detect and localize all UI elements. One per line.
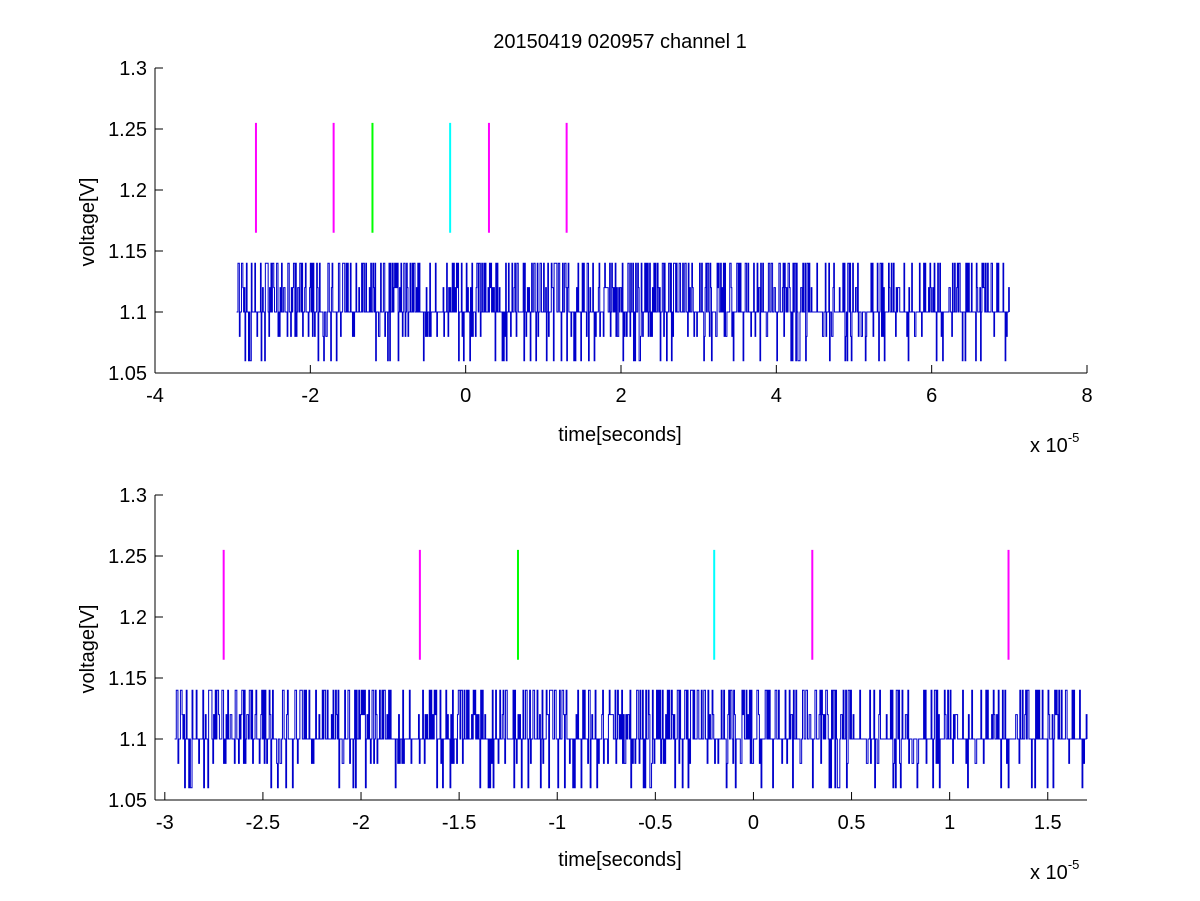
bottom-x-tick-label: -3 xyxy=(156,812,174,834)
bottom-x-multiplier-base: x 10 xyxy=(1030,862,1068,884)
top-x-tick-label: 8 xyxy=(1081,385,1092,407)
top-x-multiplier-exponent: -5 xyxy=(1068,430,1080,445)
bottom-y-axis-title: voltage[V] xyxy=(77,605,99,694)
top-y-axis-title: voltage[V] xyxy=(77,178,99,267)
top-x-tick-label: 2 xyxy=(615,385,626,407)
bottom-x-tick-label: -2 xyxy=(352,812,370,834)
bottom-x-tick-label: 0.5 xyxy=(838,812,866,834)
top-y-tick-label: 1.3 xyxy=(119,58,147,80)
top-signal-trace xyxy=(236,262,1010,362)
bottom-panel: 1.05 1.1 1.15 1.2 1.25 1.3 -3 -2.5 -2 -1.5 -1 -0.5 0… xyxy=(77,485,1088,884)
bottom-x-multiplier: x 10-5 xyxy=(1030,857,1079,884)
bottom-signal-trace xyxy=(174,689,1088,789)
bottom-y-tick-label: 1.15 xyxy=(108,668,147,690)
bottom-x-axis-title: time[seconds] xyxy=(558,849,681,871)
top-y-tick-label: 1.2 xyxy=(119,180,147,202)
top-y-tick-label: 1.1 xyxy=(119,302,147,324)
top-x-tick-label: -2 xyxy=(301,385,319,407)
bottom-y-tick-label: 1.25 xyxy=(108,546,147,568)
bottom-y-tick-label: 1.2 xyxy=(119,607,147,629)
figure-title: 20150419 020957 channel 1 xyxy=(493,31,747,53)
top-x-tick-label: 6 xyxy=(926,385,937,407)
top-y-tick-label: 1.15 xyxy=(108,241,147,263)
bottom-x-tick-label: 1.5 xyxy=(1034,812,1062,834)
bottom-y-tick-label: 1.1 xyxy=(119,729,147,751)
top-x-multiplier: x 10-5 xyxy=(1030,430,1079,457)
bottom-x-multiplier-exponent: -5 xyxy=(1068,857,1080,872)
top-x-tick-label: 0 xyxy=(460,385,471,407)
top-y-tick-label: 1.05 xyxy=(108,363,147,385)
top-x-tick-label: -4 xyxy=(146,385,164,407)
bottom-x-tick-label: -1.5 xyxy=(442,812,476,834)
bottom-x-tick-label: 0 xyxy=(748,812,759,834)
bottom-y-tick-label: 1.3 xyxy=(119,485,147,507)
bottom-x-tick-label: -2.5 xyxy=(246,812,280,834)
bottom-y-tick-label: 1.05 xyxy=(108,790,147,812)
top-y-tick-label: 1.25 xyxy=(108,119,147,141)
bottom-x-tick-label: -0.5 xyxy=(638,812,672,834)
top-panel: 1.05 1.1 1.15 1.2 1.25 1.3 -4 -2 0 2 4 6 8 time[seco… xyxy=(77,58,1093,457)
bottom-x-tick-label: -1 xyxy=(548,812,566,834)
top-x-tick-label: 4 xyxy=(771,385,782,407)
bottom-x-tick-label: 1 xyxy=(944,812,955,834)
top-x-axis-title: time[seconds] xyxy=(558,424,681,446)
top-plot-area: 1.05 1.1 1.15 1.2 1.25 1.3 -4 -2 0 2 4 6 8 xyxy=(108,58,1093,407)
bottom-plot-area: 1.05 1.1 1.15 1.2 1.25 1.3 -3 -2.5 -2 -1.5 -1 -0.5 0… xyxy=(108,485,1088,834)
top-x-multiplier-base: x 10 xyxy=(1030,435,1068,457)
